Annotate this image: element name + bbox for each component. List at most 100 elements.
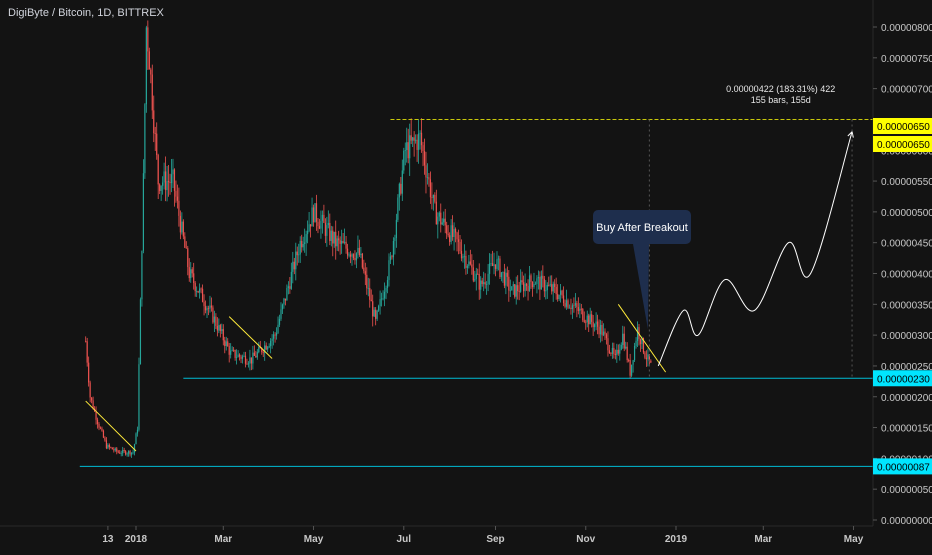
candle-body <box>363 267 365 272</box>
candle-body <box>403 150 405 171</box>
candle-body <box>194 282 196 292</box>
candle-body <box>633 345 636 361</box>
candle-body <box>434 194 436 202</box>
candle-body <box>86 341 88 363</box>
candle-body <box>628 360 630 361</box>
candle-body <box>92 400 94 409</box>
candle-body <box>230 350 232 355</box>
candle-body <box>536 278 538 284</box>
candle-body <box>330 230 332 241</box>
candle-body <box>178 200 180 216</box>
candle-body <box>298 254 300 256</box>
candle-body <box>144 104 146 174</box>
candle-body <box>429 179 432 198</box>
candle-body <box>499 258 501 278</box>
candle-body <box>206 308 208 311</box>
candle-body <box>320 220 322 229</box>
candle-body <box>349 254 352 257</box>
candle-body <box>392 240 395 258</box>
candle-body <box>318 226 321 229</box>
candle-body <box>358 247 360 255</box>
ticker-title: DigiByte / Bitcoin, 1D, BITTREX <box>8 7 165 19</box>
candle-body <box>450 225 452 242</box>
candle-body <box>123 449 125 452</box>
candle-body <box>565 300 568 307</box>
candle-body <box>500 272 503 278</box>
candle-body <box>636 327 639 341</box>
candle-body <box>591 314 593 322</box>
candle-body <box>153 110 155 134</box>
candle-body <box>107 444 109 449</box>
price-tag <box>873 458 932 475</box>
y-axis[interactable]: 0.000008000.000007500.000007000.00000600… <box>873 23 932 527</box>
candle-body <box>141 250 143 300</box>
candle-body <box>295 251 297 270</box>
candle-body <box>286 288 288 301</box>
candle-body <box>502 271 504 273</box>
candle-body <box>253 352 255 356</box>
x-axis-panel[interactable] <box>0 526 932 550</box>
x-axis-tick-label: 2018 <box>125 534 148 545</box>
candle-body <box>225 341 227 346</box>
candle-body <box>444 218 446 226</box>
candle-body <box>244 355 247 364</box>
candle-body <box>213 316 216 323</box>
y-axis-tick-label: 0.00000750 <box>881 54 932 65</box>
candle-body <box>289 286 291 289</box>
candle-body <box>389 256 392 261</box>
projection-layer <box>657 130 854 367</box>
x-axis-tick-label: 13 <box>102 534 114 545</box>
candle-body <box>210 305 213 308</box>
candle-body <box>252 352 254 364</box>
candle-body <box>397 197 399 220</box>
candle-body <box>261 348 263 353</box>
candle-body <box>537 276 540 279</box>
candle-body <box>130 452 133 455</box>
candle-body <box>132 452 134 454</box>
candle-body <box>533 283 535 288</box>
candle-body <box>438 212 440 217</box>
candle-body <box>598 326 600 335</box>
candle-body <box>543 278 545 292</box>
candle-body <box>187 248 189 268</box>
candle-body <box>410 135 412 141</box>
candle-body <box>184 236 186 248</box>
candle-body <box>258 346 260 353</box>
candle-body <box>370 299 372 302</box>
candle-body <box>367 287 369 289</box>
candle-body <box>494 264 497 269</box>
candle-body <box>323 214 325 223</box>
candle-body <box>549 284 551 286</box>
candle-body <box>108 444 110 448</box>
x-axis[interactable]: 13 2018 Mar May Jul Sep Nov 2019 Mar May <box>102 526 864 545</box>
candle-body <box>243 355 245 357</box>
candle-body <box>493 264 495 266</box>
candle-body <box>111 447 113 450</box>
y-axis-tick-label: 0.00000000 <box>881 516 932 527</box>
measure-label-bars: 155 bars, 155d <box>751 95 811 105</box>
candle-body <box>437 216 439 225</box>
candle-body <box>608 350 611 354</box>
candle-body <box>416 139 418 150</box>
candle-body <box>574 303 576 306</box>
candle-body <box>453 228 455 238</box>
y-axis-panel[interactable] <box>873 0 932 526</box>
candle-body <box>379 299 381 307</box>
candle-body <box>477 273 479 275</box>
candle-body <box>234 349 236 358</box>
candle-body <box>496 259 498 269</box>
candle-body <box>113 449 115 451</box>
candle-body <box>509 290 511 292</box>
candle-body <box>364 271 366 275</box>
trendlines-layer <box>85 304 667 452</box>
candle-body <box>91 397 93 401</box>
candle-body <box>224 340 226 346</box>
y-axis-tick-label: 0.00000800 <box>881 23 932 34</box>
candle-body <box>162 182 164 186</box>
candle-body <box>136 429 139 434</box>
price-tag <box>873 118 932 134</box>
candle-body <box>88 362 90 383</box>
